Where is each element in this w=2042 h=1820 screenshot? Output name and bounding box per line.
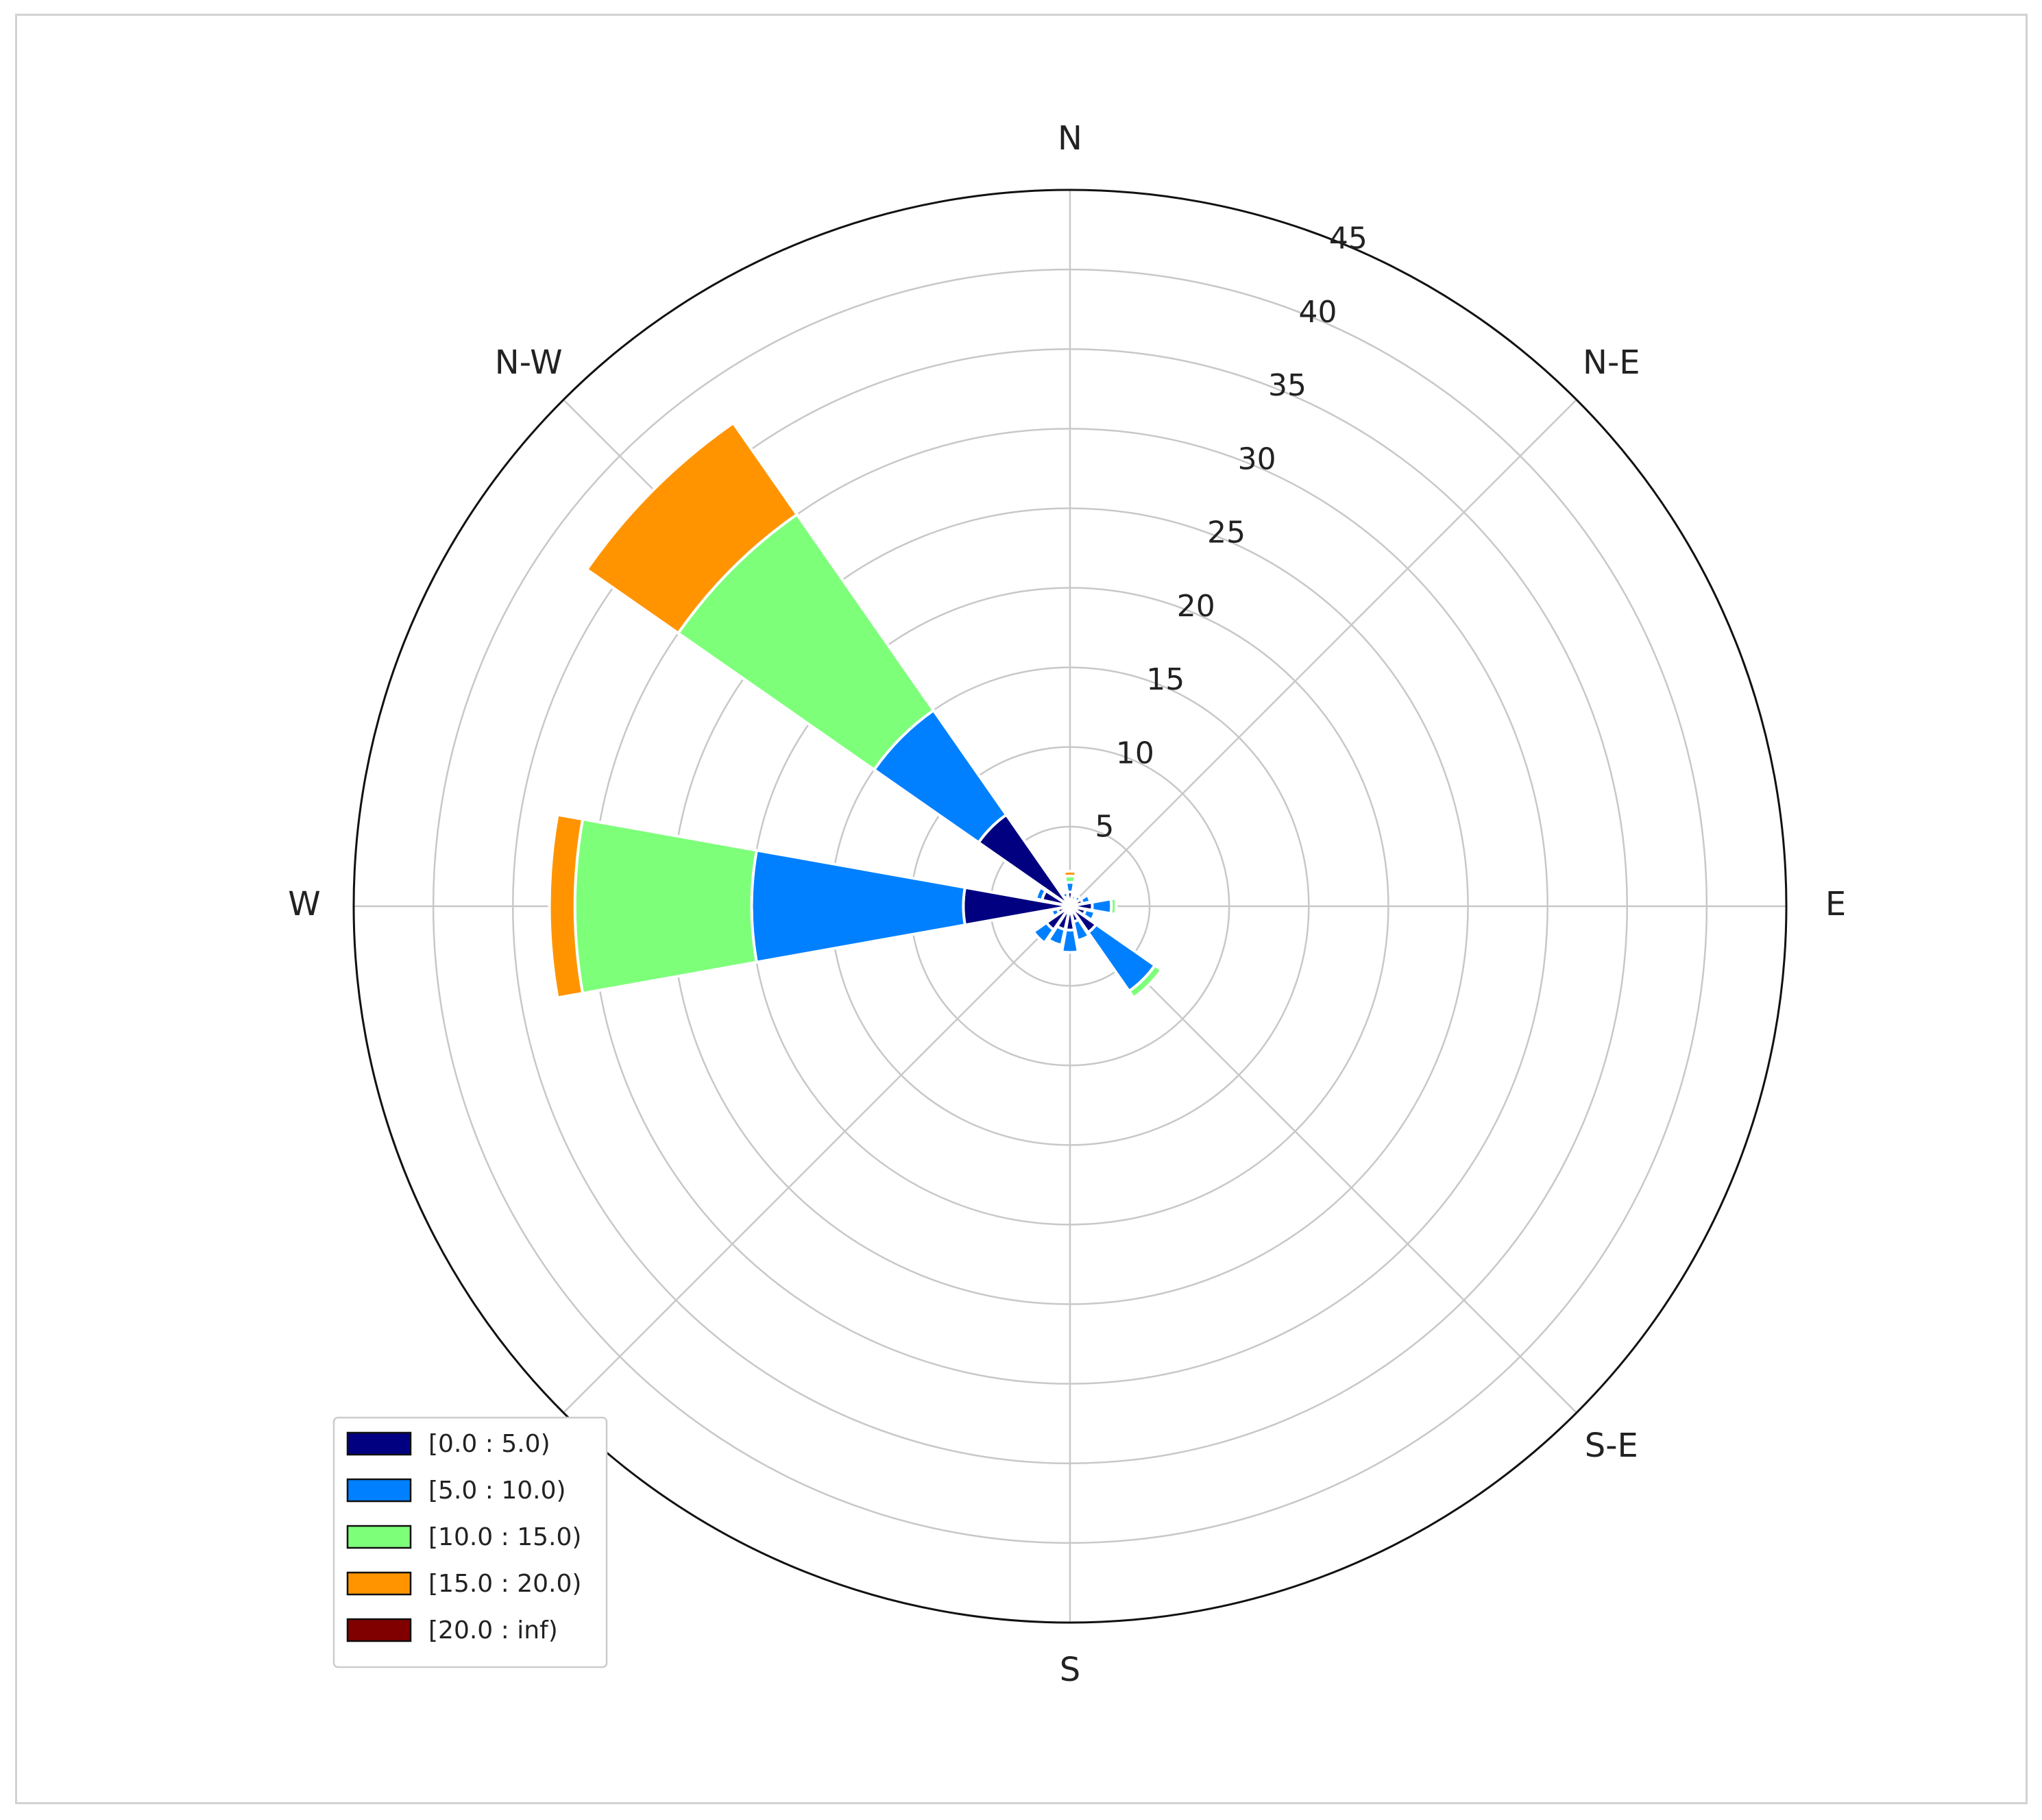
direction-label: N <box>1058 119 1082 158</box>
direction-label: S-E <box>1585 1427 1638 1465</box>
bar-segment <box>1060 890 1070 901</box>
direction-label: N-W <box>495 343 563 382</box>
bar-segment <box>1109 896 1118 917</box>
radial-tick-label: 10 <box>1116 736 1154 771</box>
radial-tick-label: 45 <box>1329 221 1368 256</box>
grid-spoke <box>563 906 1071 1413</box>
legend-entry-label: [20.0 : inf) <box>428 1616 558 1645</box>
bar-segment <box>585 421 799 635</box>
chart-frame <box>15 14 2028 1804</box>
legend: [0.0 : 5.0) [5.0 : 10.0) [10.0 : 15.0) [15.… <box>332 1416 608 1669</box>
bar-segment <box>548 813 585 999</box>
legend-swatch <box>346 1525 412 1549</box>
radial-tick-label: 15 <box>1146 662 1184 697</box>
grid-spoke <box>1069 906 1577 1413</box>
radial-tick-label: 5 <box>1095 810 1114 845</box>
legend-entry-label: [15.0 : 20.0) <box>428 1570 581 1598</box>
bar-segment <box>1062 869 1078 878</box>
radial-tick-label: 35 <box>1268 368 1306 403</box>
radial-tick-label: 25 <box>1207 515 1245 550</box>
radial-tick-label: 40 <box>1298 295 1337 330</box>
direction-label: E <box>1825 885 1846 923</box>
radial-tick-label: 20 <box>1177 589 1215 624</box>
direction-label: W <box>288 885 320 923</box>
legend-entry-label: [5.0 : 10.0) <box>428 1477 566 1505</box>
wind-bars <box>548 421 1164 1000</box>
bar-segment <box>750 849 967 964</box>
legend-swatch <box>346 1618 412 1642</box>
outer-circle <box>352 189 1788 1624</box>
direction-label: N-E <box>1583 343 1640 382</box>
axis-labels: N N-E E S-E S W N-W 5 10 15 20 25 30 35 40 45 <box>288 119 1846 1689</box>
legend-swatch <box>346 1478 412 1503</box>
legend-entry-label: [10.0 : 15.0) <box>428 1523 581 1551</box>
direction-label: S <box>1060 1651 1080 1689</box>
radial-tick-label: 30 <box>1238 441 1276 476</box>
bar-segment <box>573 817 759 995</box>
bar-segment <box>1031 921 1056 945</box>
bar-segment <box>1127 963 1164 1000</box>
legend-swatch <box>346 1571 412 1596</box>
legend-swatch <box>346 1431 412 1456</box>
grid-spoke <box>1069 399 1577 907</box>
legend-entry-label: [0.0 : 5.0) <box>428 1430 550 1458</box>
